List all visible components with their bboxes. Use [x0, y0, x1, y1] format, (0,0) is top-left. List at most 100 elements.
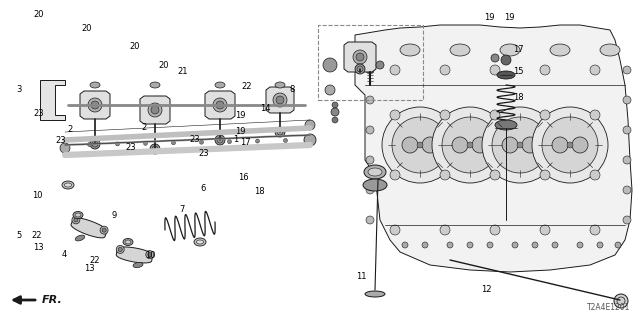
Polygon shape	[71, 218, 107, 238]
Ellipse shape	[215, 82, 225, 88]
Circle shape	[402, 242, 408, 248]
Circle shape	[366, 96, 374, 104]
Polygon shape	[355, 25, 632, 272]
Text: 6: 6	[201, 184, 206, 193]
Text: FR.: FR.	[42, 295, 63, 305]
Circle shape	[215, 135, 225, 145]
Circle shape	[255, 139, 259, 143]
Circle shape	[172, 141, 175, 145]
Circle shape	[273, 93, 287, 107]
Ellipse shape	[368, 168, 382, 176]
Text: T2A4E1201: T2A4E1201	[587, 303, 630, 312]
Ellipse shape	[76, 235, 84, 241]
Text: 2: 2	[141, 124, 147, 132]
Circle shape	[552, 242, 558, 248]
Text: 3: 3	[17, 85, 22, 94]
Ellipse shape	[500, 44, 520, 56]
Text: 22: 22	[241, 82, 252, 91]
Circle shape	[356, 53, 364, 61]
Text: 9: 9	[111, 212, 116, 220]
Circle shape	[442, 117, 498, 173]
Circle shape	[440, 225, 450, 235]
Circle shape	[116, 245, 124, 253]
Text: 15: 15	[513, 68, 524, 76]
Text: 13: 13	[84, 264, 95, 273]
Polygon shape	[40, 80, 65, 120]
Circle shape	[390, 225, 400, 235]
Circle shape	[542, 117, 598, 173]
Circle shape	[353, 50, 367, 64]
Circle shape	[200, 140, 204, 144]
Polygon shape	[344, 42, 376, 72]
Circle shape	[567, 142, 573, 148]
Circle shape	[452, 137, 468, 153]
Circle shape	[417, 142, 423, 148]
Polygon shape	[80, 91, 110, 119]
Circle shape	[332, 102, 338, 108]
Circle shape	[490, 65, 500, 75]
Circle shape	[100, 226, 108, 234]
Text: 19: 19	[235, 111, 245, 120]
Circle shape	[590, 65, 600, 75]
Text: 1: 1	[233, 135, 238, 144]
Text: 21: 21	[177, 68, 188, 76]
Text: 22: 22	[90, 256, 100, 265]
Circle shape	[623, 156, 631, 164]
Circle shape	[115, 142, 120, 146]
Circle shape	[540, 65, 550, 75]
Circle shape	[60, 143, 70, 153]
Text: 10: 10	[145, 252, 156, 260]
Circle shape	[440, 110, 450, 120]
Circle shape	[276, 96, 284, 104]
Circle shape	[148, 103, 162, 117]
Circle shape	[572, 137, 588, 153]
Circle shape	[577, 242, 583, 248]
Circle shape	[325, 85, 335, 95]
Circle shape	[615, 242, 621, 248]
Circle shape	[432, 107, 508, 183]
Circle shape	[490, 170, 500, 180]
Text: 12: 12	[481, 285, 492, 294]
Ellipse shape	[194, 238, 206, 246]
Circle shape	[390, 65, 400, 75]
Text: 20: 20	[129, 42, 140, 51]
Circle shape	[366, 216, 374, 224]
Polygon shape	[140, 96, 170, 124]
Ellipse shape	[196, 240, 204, 244]
Circle shape	[148, 252, 152, 257]
Circle shape	[275, 127, 285, 137]
Ellipse shape	[450, 44, 470, 56]
Circle shape	[522, 137, 538, 153]
Circle shape	[491, 54, 499, 62]
Circle shape	[490, 225, 500, 235]
Text: 7: 7	[179, 205, 184, 214]
Text: 23: 23	[126, 143, 136, 152]
Text: 18: 18	[513, 93, 524, 102]
Circle shape	[331, 108, 339, 116]
Circle shape	[392, 117, 448, 173]
Circle shape	[512, 242, 518, 248]
Circle shape	[74, 218, 78, 222]
Circle shape	[227, 140, 232, 144]
Circle shape	[623, 126, 631, 134]
Text: 20: 20	[33, 10, 44, 19]
Text: 11: 11	[356, 272, 367, 281]
Text: 13: 13	[33, 244, 44, 252]
Circle shape	[390, 110, 400, 120]
Circle shape	[623, 216, 631, 224]
Ellipse shape	[73, 212, 83, 219]
Ellipse shape	[495, 120, 517, 130]
Circle shape	[440, 170, 450, 180]
Ellipse shape	[364, 165, 386, 179]
Text: 19: 19	[484, 13, 494, 22]
Text: 16: 16	[238, 173, 248, 182]
Circle shape	[540, 110, 550, 120]
Ellipse shape	[275, 82, 285, 88]
Circle shape	[102, 228, 106, 232]
Ellipse shape	[62, 181, 74, 189]
Circle shape	[88, 142, 92, 147]
Circle shape	[472, 137, 488, 153]
Circle shape	[467, 242, 473, 248]
Text: 17: 17	[240, 138, 250, 147]
Ellipse shape	[75, 213, 81, 217]
